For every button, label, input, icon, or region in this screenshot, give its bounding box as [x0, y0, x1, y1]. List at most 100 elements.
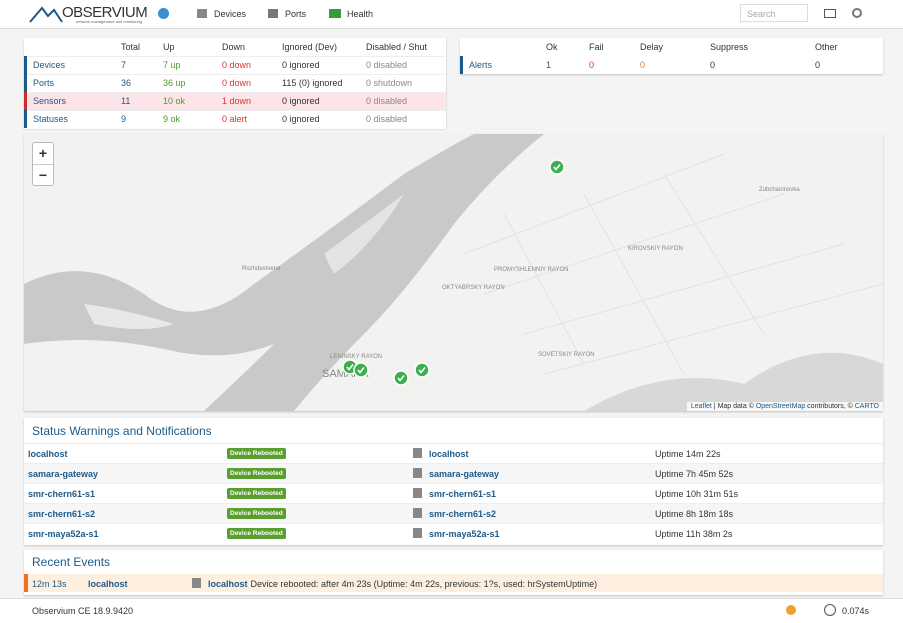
cell: 9 ok — [163, 114, 181, 124]
column-header: Suppress — [710, 42, 749, 52]
river — [24, 134, 544, 411]
detail: Uptime 7h 45m 52s — [655, 469, 734, 479]
device-link[interactable]: smr-maya52a-s1 — [28, 529, 99, 539]
badge: Device Rebooted — [227, 468, 286, 479]
nav-item[interactable]: Devices — [214, 9, 247, 19]
island — [324, 194, 404, 274]
row — [24, 574, 883, 592]
panel-title: Status Warnings and Notifications — [32, 424, 212, 438]
map-label: Rozhdestveno — [242, 266, 281, 272]
detail: Uptime 10h 31m 51s — [655, 489, 739, 499]
settings-icon[interactable] — [852, 8, 862, 18]
column-header: Ignored (Dev) — [282, 42, 338, 52]
cell: 0 — [710, 60, 716, 70]
zoom-control: + − — [32, 142, 54, 186]
alerts-table: Ok Fail Delay Suppress Other Alerts 1 0 0 0 0 — [460, 38, 883, 74]
device-link[interactable]: smr-chern61-s1 — [28, 489, 96, 499]
zoom-in[interactable]: + — [33, 143, 53, 165]
map-marker[interactable] — [353, 362, 369, 378]
row-bar — [460, 56, 463, 74]
badge: Device Rebooted — [227, 508, 286, 519]
row — [24, 56, 446, 75]
nav-item[interactable]: Ports — [285, 9, 307, 19]
detail: Uptime 8h 18m 18s — [655, 509, 734, 519]
cell: 9 — [121, 114, 127, 124]
link[interactable]: OpenStreetMap — [755, 403, 806, 410]
notify-icon[interactable] — [786, 605, 796, 615]
server-icon — [413, 508, 422, 518]
devices-icon — [197, 9, 207, 18]
cell: 0 disabled — [366, 96, 408, 106]
cell: 0 disabled — [366, 114, 408, 124]
cell: 0 alert — [222, 114, 248, 124]
river — [584, 352, 883, 411]
brand[interactable]: OBSERVIUM — [62, 4, 148, 21]
ports-icon — [268, 9, 278, 18]
device-link[interactable]: samara-gateway — [28, 469, 99, 479]
row-name[interactable]: Sensors — [33, 96, 67, 106]
column-header: Up — [163, 42, 175, 52]
laptop-icon[interactable] — [824, 9, 836, 18]
row-bar — [24, 110, 27, 128]
cell: 0 down — [222, 60, 252, 70]
link[interactable]: Leaflet — [690, 403, 712, 410]
column-header: Delay — [640, 42, 664, 52]
badge: Device Rebooted — [227, 528, 286, 539]
island — [84, 304, 174, 329]
map-marker[interactable] — [549, 159, 565, 175]
target-link[interactable]: samara-gateway — [429, 469, 500, 479]
cell: 10 ok — [163, 96, 186, 106]
cell: 0 — [640, 60, 646, 70]
row-name[interactable]: Devices — [33, 60, 66, 70]
summary-table: Total Up Down Ignored (Dev) Disabled / Shut D… — [24, 38, 446, 129]
map-label: Zubchaninovka — [759, 187, 800, 193]
map-marker[interactable] — [393, 370, 409, 386]
health-icon — [329, 9, 341, 18]
events-panel: Recent Events 12m 13s localhost localhost D… — [24, 550, 883, 595]
cell: 0 — [815, 60, 821, 70]
nav-item[interactable]: Health — [347, 9, 374, 19]
entity-link[interactable]: localhost — [208, 579, 248, 589]
timer-icon — [824, 604, 836, 616]
map-marker[interactable] — [414, 362, 430, 378]
time: 12m 13s — [32, 579, 67, 589]
target-link[interactable]: smr-chern61-s2 — [429, 509, 497, 519]
badge: Device Rebooted — [227, 448, 286, 459]
zoom-out[interactable]: − — [38, 167, 48, 183]
row-name[interactable]: Ports — [33, 78, 55, 88]
cell: 1 — [546, 60, 552, 70]
column-header: Down — [222, 42, 246, 52]
cell: 0 shutdown — [366, 78, 413, 88]
column-header: Other — [815, 42, 838, 52]
map-label: PROMYSHLENNIY RAYON — [494, 267, 568, 273]
server-icon — [413, 448, 422, 458]
cell: 0 down — [222, 78, 252, 88]
streets — [463, 153, 883, 375]
device-link[interactable]: localhost — [28, 449, 68, 459]
row — [24, 92, 446, 111]
server-icon — [413, 488, 422, 498]
device-link[interactable]: smr-chern61-s2 — [28, 509, 96, 519]
map: Rozhdestveno SAMARA OKTYABRSKY RAYON PROMYS… — [24, 134, 883, 411]
target-link[interactable]: localhost — [429, 449, 469, 459]
search-input[interactable]: Search — [740, 4, 808, 22]
version: Observium CE 18.9.9420 — [32, 606, 134, 616]
link[interactable]: CARTO — [854, 403, 879, 410]
globe-icon[interactable] — [158, 8, 169, 19]
column-header: Fail — [589, 42, 604, 52]
cell: 0 ignored — [282, 60, 320, 70]
cell: 1 down — [222, 96, 252, 106]
row-name[interactable]: Statuses — [33, 114, 69, 124]
device-link[interactable]: localhost — [88, 579, 128, 589]
row-name[interactable]: Alerts — [469, 60, 493, 70]
text: contributors, © — [805, 403, 855, 410]
target-link[interactable]: smr-chern61-s1 — [429, 489, 497, 499]
attribution: Leaflet | Map data © OpenStreetMap contr… — [686, 402, 883, 411]
text: | Map data © — [711, 403, 756, 410]
target-link[interactable]: smr-maya52a-s1 — [429, 529, 500, 539]
row-bar — [24, 574, 28, 592]
server-icon — [413, 528, 422, 538]
message: localhost Device rebooted: after 4m 23s (… — [208, 579, 597, 589]
server-icon — [413, 468, 422, 478]
